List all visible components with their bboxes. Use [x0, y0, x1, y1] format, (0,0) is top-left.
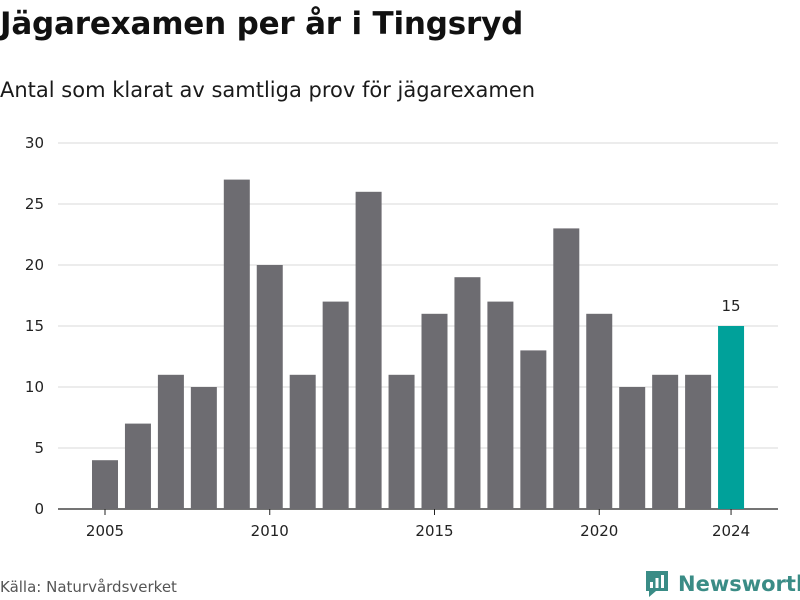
- bar-2011: [289, 374, 316, 509]
- bar-2013: [355, 191, 382, 510]
- highlight-data-label: 15: [722, 297, 741, 315]
- y-tick-label: 0: [34, 500, 44, 518]
- newsworthy-logo-icon: [646, 571, 668, 597]
- y-tick-label: 30: [25, 134, 44, 152]
- y-tick-label: 20: [25, 256, 44, 274]
- bar-2016: [454, 277, 481, 509]
- bar-2009: [223, 179, 250, 509]
- bar-2015: [421, 313, 448, 509]
- y-tick-label: 25: [25, 195, 44, 213]
- bar-2014: [388, 374, 415, 509]
- chart-title: Jägarexamen per år i Tingsryd: [0, 6, 524, 42]
- bar-2017: [487, 301, 514, 509]
- x-tick-label: 2005: [86, 522, 124, 540]
- bar-2021: [619, 387, 646, 509]
- bar-chart: 0 5 10 15 20 25 30 2005 2010 2015 2020 2024 15: [25, 134, 778, 540]
- bar-2024: [718, 326, 745, 509]
- y-tick-label: 10: [25, 378, 44, 396]
- bars: [92, 179, 745, 510]
- bar-2023: [685, 374, 712, 509]
- source-note: Källa: Naturvårdsverket: [0, 578, 177, 596]
- bar-2012: [322, 301, 349, 509]
- bar-2007: [157, 374, 184, 509]
- bar-2010: [256, 265, 283, 509]
- y-tick-label: 15: [25, 317, 44, 335]
- bar-2005: [92, 460, 118, 509]
- chart-subtitle: Antal som klarat av samtliga prov för jä…: [0, 78, 536, 102]
- x-tick-label: 2010: [251, 522, 289, 540]
- x-axis-ticks: 2005 2010 2015 2020 2024: [86, 509, 750, 540]
- x-tick-label: 2024: [712, 522, 750, 540]
- brand-logo: Newsworthy: [644, 569, 800, 599]
- bar-2008: [190, 387, 217, 509]
- bar-2006: [124, 423, 151, 509]
- y-tick-label: 5: [34, 439, 44, 457]
- y-axis-ticks: 0 5 10 15 20 25 30: [25, 134, 44, 518]
- bar-2022: [652, 374, 679, 509]
- data-labels: 15: [722, 297, 741, 315]
- brand-name: Newsworthy: [678, 572, 800, 596]
- bar-2019: [553, 228, 580, 509]
- bar-2018: [520, 350, 547, 509]
- x-tick-label: 2015: [415, 522, 453, 540]
- bar-2020: [586, 313, 613, 509]
- x-tick-label: 2020: [580, 522, 618, 540]
